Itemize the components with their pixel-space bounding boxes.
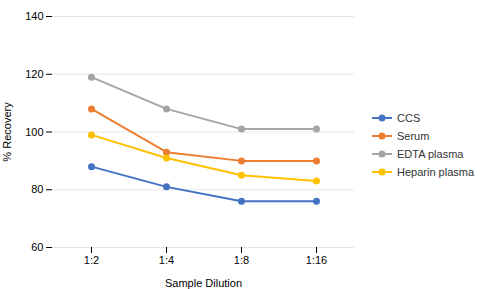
svg-text:Sample Dilution: Sample Dilution: [165, 277, 242, 289]
html-text:CCS: CCS: [397, 111, 421, 124]
svg-text:60: 60: [31, 241, 43, 253]
svg-text:1:8: 1:8: [234, 254, 249, 266]
html-text:Serum: Serum: [397, 129, 430, 142]
svg-text:1:2: 1:2: [84, 254, 99, 266]
svg-text:120: 120: [25, 68, 43, 80]
svg-text:1:4: 1:4: [159, 254, 174, 266]
html-text:Heparin plasma: Heparin plasma: [397, 165, 474, 178]
html-text:EDTA plasma: EDTA plasma: [397, 147, 464, 160]
svg-text:% Recovery: % Recovery: [1, 102, 13, 162]
svg-text:140: 140: [25, 10, 43, 22]
svg-text:100: 100: [25, 126, 43, 138]
svg-text:80: 80: [31, 183, 43, 195]
svg-text:1:16: 1:16: [306, 254, 327, 266]
